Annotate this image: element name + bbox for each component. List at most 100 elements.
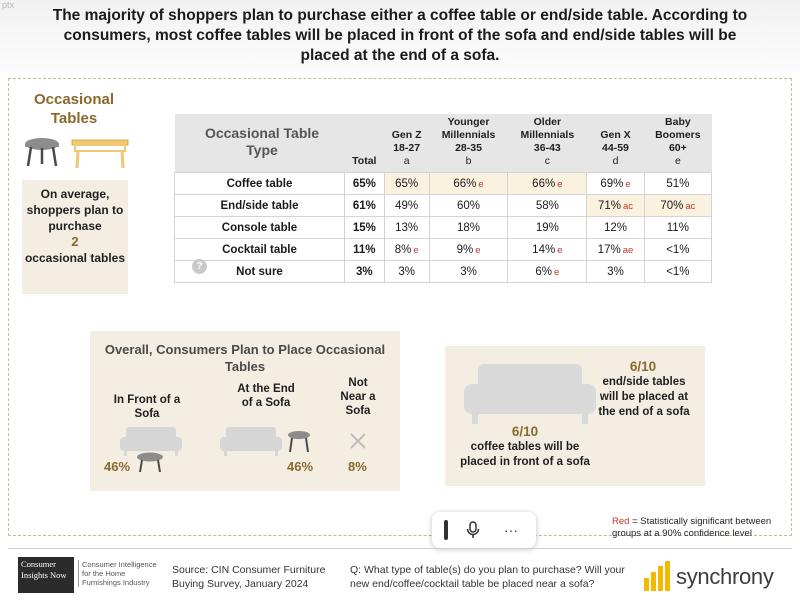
significance-marker: ae bbox=[622, 244, 634, 256]
table-cell: 65% bbox=[383, 172, 430, 195]
cell-value: 18% bbox=[457, 221, 481, 234]
significance-marker: e bbox=[478, 178, 484, 190]
table-cell: 70% ac bbox=[643, 194, 713, 217]
table-cell: 14% e bbox=[507, 238, 588, 261]
front-of-sofa-percent: 46% bbox=[104, 459, 131, 474]
row-label: Cocktail table bbox=[174, 238, 345, 261]
column-header-line: c bbox=[544, 155, 550, 167]
cin-logo: Consumer Insights Now bbox=[18, 557, 74, 593]
end-of-sofa-percent: 46% bbox=[287, 459, 314, 474]
survey-question: Q: What type of table(s) do you plan to … bbox=[350, 564, 625, 590]
cell-value: 71% bbox=[597, 199, 621, 212]
cell-value: <1% bbox=[666, 265, 690, 278]
cell-value: 3% bbox=[398, 265, 415, 278]
coffee-table-icon bbox=[137, 452, 163, 473]
table-cell: 19% bbox=[507, 216, 588, 239]
significance-marker: e bbox=[557, 244, 563, 256]
total-cell: 15% bbox=[344, 216, 385, 239]
table-cell: <1% bbox=[643, 238, 713, 261]
not-near-sofa-percent: 8% bbox=[348, 459, 367, 474]
page-title: The majority of shoppers plan to purchas… bbox=[52, 7, 748, 64]
footer-divider bbox=[8, 548, 792, 549]
table-cell: 60% bbox=[428, 194, 509, 217]
table-cell: 3% bbox=[428, 260, 509, 283]
column-header-line: 18-27 bbox=[393, 142, 421, 154]
column-header-line: Boomers bbox=[655, 129, 701, 141]
not-near-sofa-label: Not Near a Sofa bbox=[340, 377, 376, 417]
content-frame bbox=[8, 78, 792, 536]
table-cell: 49% bbox=[383, 194, 430, 217]
round-table-icon bbox=[25, 138, 129, 169]
column-header-line: Baby bbox=[665, 116, 691, 128]
total-cell: 3% bbox=[344, 260, 385, 283]
placement-title: Overall, Consumers Plan to Place Occasio… bbox=[104, 342, 386, 374]
column-header: Younger Millennials 28-35 b bbox=[429, 114, 508, 173]
microphone-icon bbox=[466, 521, 480, 538]
occasional-table-grid: Occasional Table Type Total Gen Z 18-27 a Youn… bbox=[174, 114, 713, 283]
significance-marker: ac bbox=[622, 200, 634, 212]
column-header-line: 28-35 bbox=[455, 142, 482, 154]
title-bar bbox=[0, 0, 800, 72]
row-label: Not sure bbox=[174, 260, 345, 283]
total-cell: 11% bbox=[344, 238, 385, 261]
significance-marker: e bbox=[554, 266, 560, 278]
significance-marker: e bbox=[557, 178, 563, 190]
sofa-icon bbox=[120, 427, 182, 456]
column-header-line: 60+ bbox=[668, 142, 687, 154]
end-side-description: end/side tables will be placed at the en… bbox=[598, 376, 690, 418]
table-cell: 71% ac bbox=[586, 194, 645, 217]
column-header-line: Occasional Table bbox=[204, 125, 320, 141]
legend-red-word: Red bbox=[612, 516, 630, 527]
drag-handle[interactable] bbox=[444, 520, 448, 540]
table-cell: 6% e bbox=[507, 260, 588, 283]
summary-number: 2 bbox=[71, 234, 79, 249]
column-header: Gen Z 18-27 a bbox=[384, 114, 430, 173]
cell-value: 60% bbox=[457, 199, 481, 212]
cell-value: 49% bbox=[395, 199, 419, 212]
cell-value: 69% bbox=[600, 177, 624, 190]
column-header-line: Type bbox=[246, 142, 278, 158]
table-cell: 3% bbox=[586, 260, 645, 283]
table-row: Cocktail table 11% 8% e 9% e 14% e 17% ae <1% bbox=[174, 238, 713, 261]
significance-marker: e bbox=[625, 178, 631, 190]
column-header-line: 44-59 bbox=[602, 142, 629, 154]
cell-value: 3% bbox=[607, 265, 624, 278]
table-cell: 12% bbox=[586, 216, 645, 239]
occasional-heading: Occasional Tables bbox=[33, 91, 115, 127]
cell-value: <1% bbox=[666, 243, 690, 256]
table-row: Console table 15% 13% 18% 19% 12% 11% bbox=[174, 216, 713, 239]
summary-box: On average, shoppers plan to purchase 2 … bbox=[22, 180, 128, 294]
table-body: Coffee table 65% 65% 66% e 66% e 69% e 51% End/sid… bbox=[174, 172, 713, 283]
table-cell: 13% bbox=[383, 216, 430, 239]
significance-legend: Red = Statistically significant between … bbox=[612, 516, 792, 540]
cell-value: 14% bbox=[532, 243, 556, 256]
cell-value: 12% bbox=[603, 221, 627, 234]
microphone-button[interactable] bbox=[460, 517, 486, 543]
end-of-sofa-label: At the End of a Sofa bbox=[237, 383, 295, 409]
cell-value: 17% bbox=[597, 243, 621, 256]
column-header-line: Millennials bbox=[520, 129, 575, 141]
column-header-type: Occasional Table Type bbox=[174, 114, 345, 173]
cell-value: 19% bbox=[535, 221, 559, 234]
column-header-line: d bbox=[612, 155, 619, 167]
column-header-line: Gen X bbox=[600, 129, 631, 141]
row-label: End/side table bbox=[174, 194, 345, 217]
cin-logo-tagline: Consumer Intelligence for the Home Furni… bbox=[78, 560, 158, 587]
significance-marker: e bbox=[413, 244, 419, 256]
table-header-row: Occasional Table Type Total Gen Z 18-27 a Youn… bbox=[174, 114, 712, 173]
cell-value: 6% bbox=[535, 265, 552, 278]
table-cell: 66% e bbox=[428, 172, 509, 195]
table-wrapper: Occasional Table Type Total Gen Z 18-27 a Youn… bbox=[174, 114, 713, 283]
table-cell: 69% e bbox=[586, 172, 645, 195]
table-cell: 18% bbox=[428, 216, 509, 239]
cell-value: 13% bbox=[395, 221, 419, 234]
floating-toolbar: ··· bbox=[432, 512, 536, 548]
column-header-line: Younger bbox=[447, 116, 490, 128]
significance-marker: e bbox=[475, 244, 481, 256]
corner-tag: ptx bbox=[2, 0, 15, 10]
table-cell: <1% bbox=[643, 260, 713, 283]
front-of-sofa-label: In Front of a Sofa bbox=[113, 394, 181, 420]
legend-text: = Statistically significant between grou… bbox=[612, 516, 772, 539]
coffee-description: coffee tables will be placed in front of… bbox=[460, 441, 590, 468]
more-options-button[interactable]: ··· bbox=[504, 522, 518, 538]
